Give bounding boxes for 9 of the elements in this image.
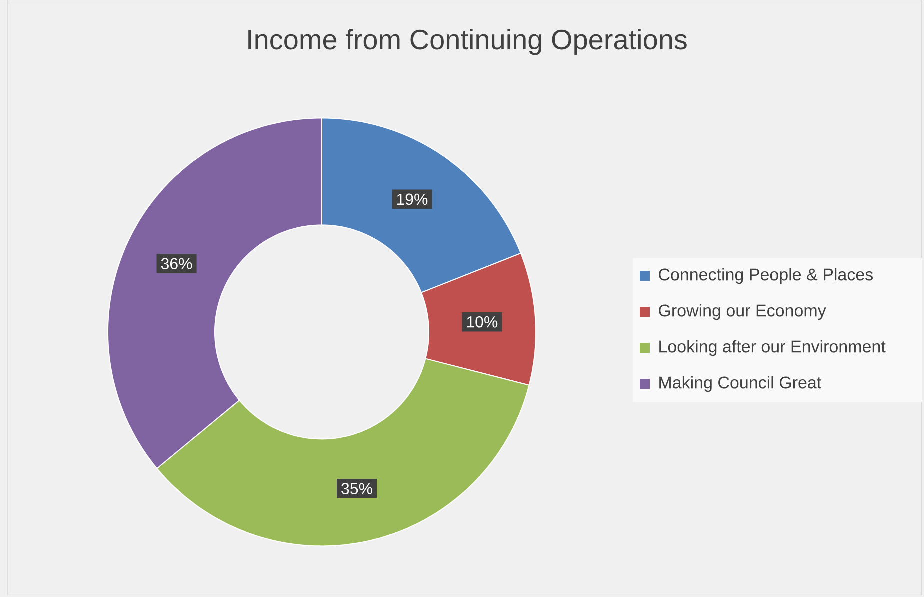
- legend-label: Growing our Economy: [659, 304, 826, 320]
- legend-label: Connecting People & Places: [659, 268, 874, 284]
- data-label: 10%: [467, 316, 498, 328]
- data-label: 19%: [397, 194, 428, 206]
- legend-label: Making Council Great: [660, 376, 822, 392]
- data-label: 36%: [161, 258, 192, 270]
- legend-label: Looking after our Environment: [660, 340, 886, 356]
- data-label: 35%: [342, 483, 372, 494]
- chart-title: Income from Continuing Operations: [248, 29, 687, 56]
